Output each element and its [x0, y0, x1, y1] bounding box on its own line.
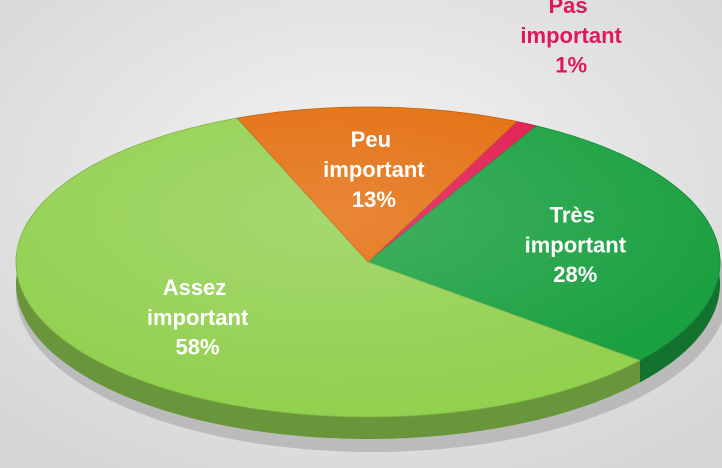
slice-label-line: Pas	[549, 0, 594, 18]
slice-label: Pas important	[520, 0, 622, 48]
slice-side	[16, 118, 640, 439]
value-label: 1%	[555, 53, 587, 78]
slice-label-line: important	[525, 232, 627, 257]
slice-label-line: important	[147, 305, 249, 330]
value-label: 28%	[553, 262, 597, 287]
pie-tops	[15, 106, 721, 418]
slice-label: Assez important	[147, 275, 249, 330]
slice-label-line: Assez	[163, 275, 233, 300]
slice-label: Peu important	[323, 127, 425, 182]
highlight	[16, 107, 720, 417]
slice-label: Très important	[525, 202, 627, 257]
slice-label-line: Très	[550, 202, 601, 227]
value-label: 58%	[176, 335, 220, 360]
slice-label-line: important	[520, 23, 622, 48]
labels: Pas important 1% Très important 28% Assez im…	[147, 0, 627, 360]
slice-label-line: Peu	[351, 127, 397, 152]
value-label: 13%	[352, 187, 396, 212]
slice-label-line: important	[323, 157, 425, 182]
